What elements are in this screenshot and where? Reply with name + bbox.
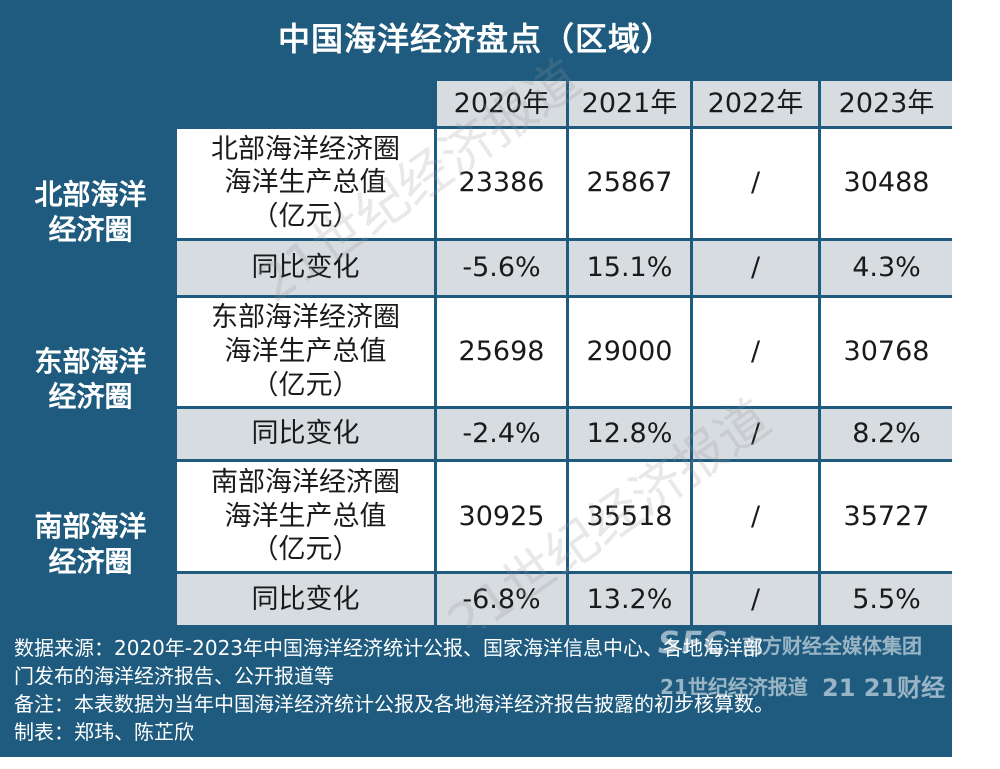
century-logo-text: 21世纪经济报道 bbox=[660, 675, 808, 699]
value-cell: 5.5% bbox=[821, 573, 952, 625]
row-label-gop: 南部海洋经济圈 海洋生产总值 （亿元） bbox=[177, 462, 434, 571]
header-blank-cell bbox=[7, 81, 434, 127]
table-row: 同比变化 -6.8% 13.2% / 5.5% bbox=[7, 573, 952, 625]
value-cell: / bbox=[693, 297, 818, 407]
year-header: 2022年 bbox=[693, 81, 818, 127]
value-cell: 4.3% bbox=[821, 240, 952, 295]
footer-notes: 数据来源：2020年-2023年中国海洋经济统计公报、国家海洋信息中心、各地海洋… bbox=[0, 628, 952, 757]
value-cell: 25867 bbox=[569, 129, 690, 238]
source-line: 数据来源：2020年-2023年中国海洋经济统计公报、国家海洋信息中心、各地海洋… bbox=[14, 636, 764, 660]
note-line: 备注：本表数据为当年中国海洋经济统计公报及各地海洋经济报告披露的初步核算数。 bbox=[14, 692, 774, 716]
year-header: 2021年 bbox=[569, 81, 690, 127]
year-header: 2020年 bbox=[437, 81, 566, 127]
data-table: 2020年 2021年 2022年 2023年 北部海洋 经济圈 北部海洋经济圈海… bbox=[4, 78, 955, 628]
value-cell: 13.2% bbox=[569, 573, 690, 625]
value-cell: 35518 bbox=[569, 462, 690, 571]
row-label-yoy: 同比变化 bbox=[177, 573, 434, 625]
value-cell: / bbox=[693, 129, 818, 238]
value-cell: 12.8% bbox=[569, 409, 690, 460]
table-row: 同比变化 -2.4% 12.8% / 8.2% bbox=[7, 409, 952, 460]
value-cell: 25698 bbox=[437, 297, 566, 407]
table-row: 北部海洋 经济圈 北部海洋经济圈 海洋生产总值 （亿元） 23386 25867 / … bbox=[7, 129, 952, 295]
value-cell: 15.1% bbox=[569, 240, 690, 295]
table-row: 东部海洋 经济圈 东部海洋经济圈 海洋生产总值 （亿元） 25698 29000 / … bbox=[7, 297, 952, 460]
year-header: 2023年 bbox=[821, 81, 952, 127]
row-label-yoy: 同比变化 bbox=[177, 409, 434, 460]
value-cell: / bbox=[693, 462, 818, 571]
caijing-logo-text: 21 21财经 bbox=[822, 674, 946, 702]
row-label-gop: 北部海洋经济圈 海洋生产总值 （亿元） bbox=[177, 129, 434, 238]
value-cell: / bbox=[693, 573, 818, 625]
row-label-gop: 东部海洋经济圈 海洋生产总值 （亿元） bbox=[177, 297, 434, 407]
table-row: 南部海洋 经济圈 南部海洋经济圈 海洋生产总值 （亿元） 30925 35518 / … bbox=[7, 462, 952, 625]
value-cell: / bbox=[693, 240, 818, 295]
value-cell: 35727 bbox=[821, 462, 952, 571]
row-label-yoy: 同比变化 bbox=[177, 240, 434, 295]
value-cell: 30488 bbox=[821, 129, 952, 238]
value-cell: / bbox=[693, 409, 818, 460]
source-line: 门发布的海洋经济报告、公开报道等 bbox=[14, 664, 334, 688]
value-cell: -5.6% bbox=[437, 240, 566, 295]
region-label-east: 东部海洋 经济圈 bbox=[7, 297, 174, 460]
group-logo-text: 南方财经全媒体集团 bbox=[742, 634, 922, 658]
region-label-north: 北部海洋 经济圈 bbox=[7, 129, 174, 295]
value-cell: 8.2% bbox=[821, 409, 952, 460]
value-cell: 23386 bbox=[437, 129, 566, 238]
page-title: 中国海洋经济盘点（区域） bbox=[277, 20, 674, 58]
author-line: 制表：郑玮、陈芷欣 bbox=[14, 720, 194, 744]
value-cell: 30925 bbox=[437, 462, 566, 571]
value-cell: 29000 bbox=[569, 297, 690, 407]
value-cell: -6.8% bbox=[437, 573, 566, 625]
table-row: 同比变化 -5.6% 15.1% / 4.3% bbox=[7, 240, 952, 295]
region-label-south: 南部海洋 经济圈 bbox=[7, 462, 174, 625]
header-row: 2020年 2021年 2022年 2023年 bbox=[7, 81, 952, 127]
value-cell: 30768 bbox=[821, 297, 952, 407]
value-cell: -2.4% bbox=[437, 409, 566, 460]
sfc-logo: SFC bbox=[658, 626, 729, 661]
